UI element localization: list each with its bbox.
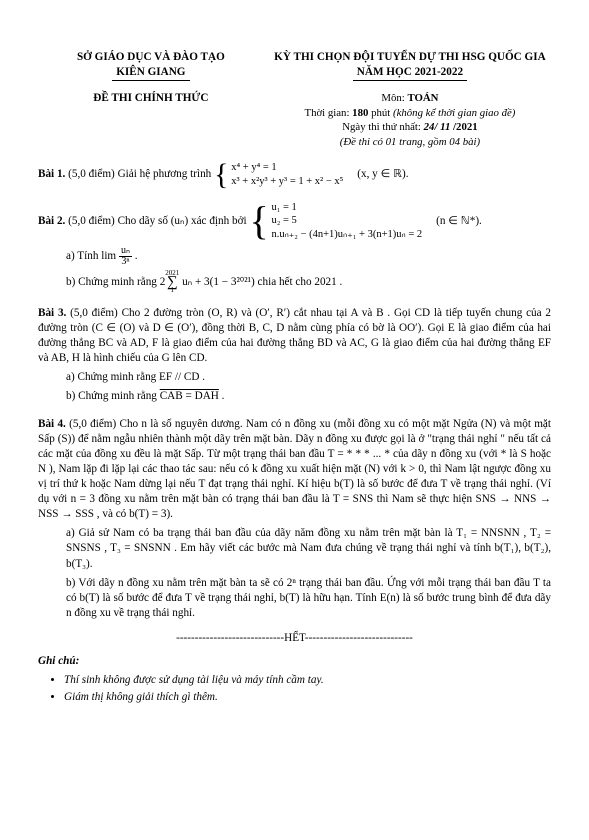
page-note: (Đề thi có 01 trang, gồm 04 bài) <box>269 135 551 150</box>
school-year-text: NĂM HỌC 2021-2022 <box>353 65 467 81</box>
time-prefix: Thời gian: <box>304 107 349 119</box>
p1-title: Bài 1. <box>38 169 65 181</box>
subheader-right: Môn: TOÁN Thời gian: 180 phút (không kể … <box>269 91 551 149</box>
p3-b-pre: b) Chứng minh rằng <box>66 390 160 402</box>
p1-system: x⁴ + y⁴ = 1 x³ + x²y³ + y³ = 1 + x² − x⁵ <box>231 161 343 188</box>
p2-domain: (n ∈ ℕ*). <box>436 215 482 227</box>
time-value: 180 <box>352 107 368 119</box>
p2-a-end: . <box>135 250 138 262</box>
p2-a: a) Tính lim uₙ 3ⁿ . <box>66 246 551 267</box>
p2-b: b) Chứng minh rằng 2 2021 ∑ 1 uₙ + 3(1 −… <box>66 271 551 294</box>
p3-b-post: . <box>222 390 225 402</box>
p1-stem: Giải hệ phương trình <box>118 169 212 181</box>
time-suffix: phút <box>371 107 390 119</box>
p2-a-den: 3ⁿ <box>119 257 132 267</box>
p3-b: b) Chứng minh rằng CAB = DAH . <box>66 389 551 404</box>
p2-pts: (5,0 điểm) <box>68 215 115 227</box>
p3-title: Bài 3. <box>38 307 66 319</box>
p4-a: a) Giả sử Nam có ba trạng thái ban đầu c… <box>66 526 551 571</box>
p1-domain: (x, y ∈ ℝ) <box>357 169 405 181</box>
p1-eq2: x³ + x²y³ + y³ = 1 + x² − x⁵ <box>231 175 343 189</box>
school-year: NĂM HỌC 2021-2022 <box>269 65 551 81</box>
subheader-row: ĐỀ THI CHÍNH THỨC Môn: TOÁN Thời gian: 1… <box>38 91 551 149</box>
p1-pts: (5,0 điểm) <box>68 169 115 181</box>
p2-b-post: uₙ + 3(1 − 3²⁰²¹) chia hết cho 2021 . <box>182 276 342 288</box>
p2-title: Bài 2. <box>38 215 65 227</box>
province-line: KIÊN GIANG <box>38 65 264 81</box>
header-right: KỲ THI CHỌN ĐỘI TUYỂN DỰ THI HSG QUỐC GI… <box>269 50 551 81</box>
note-item: Giám thị không giải thích gì thêm. <box>64 690 551 705</box>
end-line: -----------------------------HẾT--------… <box>38 631 551 646</box>
p4-title: Bài 4. <box>38 418 66 430</box>
p2-a-frac: uₙ 3ⁿ <box>119 246 132 267</box>
problem-4: Bài 4. (5,0 điểm) Cho n là số nguyên dươ… <box>38 417 551 621</box>
header-row: SỞ GIÁO DỤC VÀ ĐÀO TẠO KIÊN GIANG KỲ THI… <box>38 50 551 81</box>
p4-p1: Cho n là số nguyên dương. Nam có n đồng … <box>38 418 551 521</box>
header-left: SỞ GIÁO DỤC VÀ ĐÀO TẠO KIÊN GIANG <box>38 50 264 81</box>
note-title: Ghi chú: <box>38 654 551 669</box>
brace-icon: { <box>214 162 228 188</box>
brace-icon: { <box>249 204 268 238</box>
p2-b-pre: b) Chứng minh rằng 2 <box>66 276 165 288</box>
date-prefix: Ngày thi thứ nhất: <box>342 121 421 133</box>
time-note: (không kể thời gian giao đề) <box>393 107 515 119</box>
p3-a: a) Chứng minh rằng EF // CD . <box>66 370 551 385</box>
date-line: Ngày thi thứ nhất: 24/ 11 /2021 <box>269 120 551 135</box>
p2-a-text: a) Tính lim <box>66 250 116 262</box>
subject-name: TOÁN <box>407 92 438 104</box>
note-item: Thí sinh không được sử dụng tài liệu và … <box>64 673 551 688</box>
subheader-left: ĐỀ THI CHÍNH THỨC <box>38 91 264 149</box>
p4-b: b) Với dãy n đồng xu nằm trên mặt bàn ta… <box>66 576 551 621</box>
subject-line: Môn: TOÁN <box>269 91 551 106</box>
p2-eq3: n.uₙ₊₂ − (4n+1)uₙ₊₁ + 3(n+1)uₙ = 2 <box>271 228 422 242</box>
p1-eq1: x⁴ + y⁴ = 1 <box>231 161 343 175</box>
date-hand: 24/ 11 <box>424 121 451 133</box>
subject-prefix: Môn: <box>381 92 404 104</box>
province: KIÊN GIANG <box>112 65 189 81</box>
p2-eq2: u₂ = 5 <box>271 214 422 228</box>
time-line: Thời gian: 180 phút (không kể thời gian … <box>269 106 551 121</box>
p2-stem: Cho dãy số (uₙ) xác định bởi <box>118 215 247 227</box>
problem-2: Bài 2. (5,0 điểm) Cho dãy số (uₙ) xác đị… <box>38 201 551 294</box>
org-line: SỞ GIÁO DỤC VÀ ĐÀO TẠO <box>38 50 264 65</box>
official-label: ĐỀ THI CHÍNH THỨC <box>93 92 208 104</box>
p4-pts: (5,0 điểm) <box>69 418 116 430</box>
p2-system: u₁ = 1 u₂ = 5 n.uₙ₊₂ − (4n+1)uₙ₊₁ + 3(n+… <box>271 201 422 242</box>
p2-eq1: u₁ = 1 <box>271 201 422 215</box>
date-year: /2021 <box>453 121 478 133</box>
p3-b-eq: CAB = DAH <box>160 390 219 402</box>
note-list: Thí sinh không được sử dụng tài liệu và … <box>64 673 551 705</box>
p3-pts: (5,0 điểm) <box>70 307 118 319</box>
exam-page: SỞ GIÁO DỤC VÀ ĐÀO TẠO KIÊN GIANG KỲ THI… <box>0 0 589 840</box>
exam-title: KỲ THI CHỌN ĐỘI TUYỂN DỰ THI HSG QUỐC GI… <box>269 50 551 65</box>
problem-1: Bài 1. (5,0 điểm) Giải hệ phương trình {… <box>38 161 551 188</box>
problem-3: Bài 3. (5,0 điểm) Cho 2 đường tròn (O, R… <box>38 306 551 405</box>
